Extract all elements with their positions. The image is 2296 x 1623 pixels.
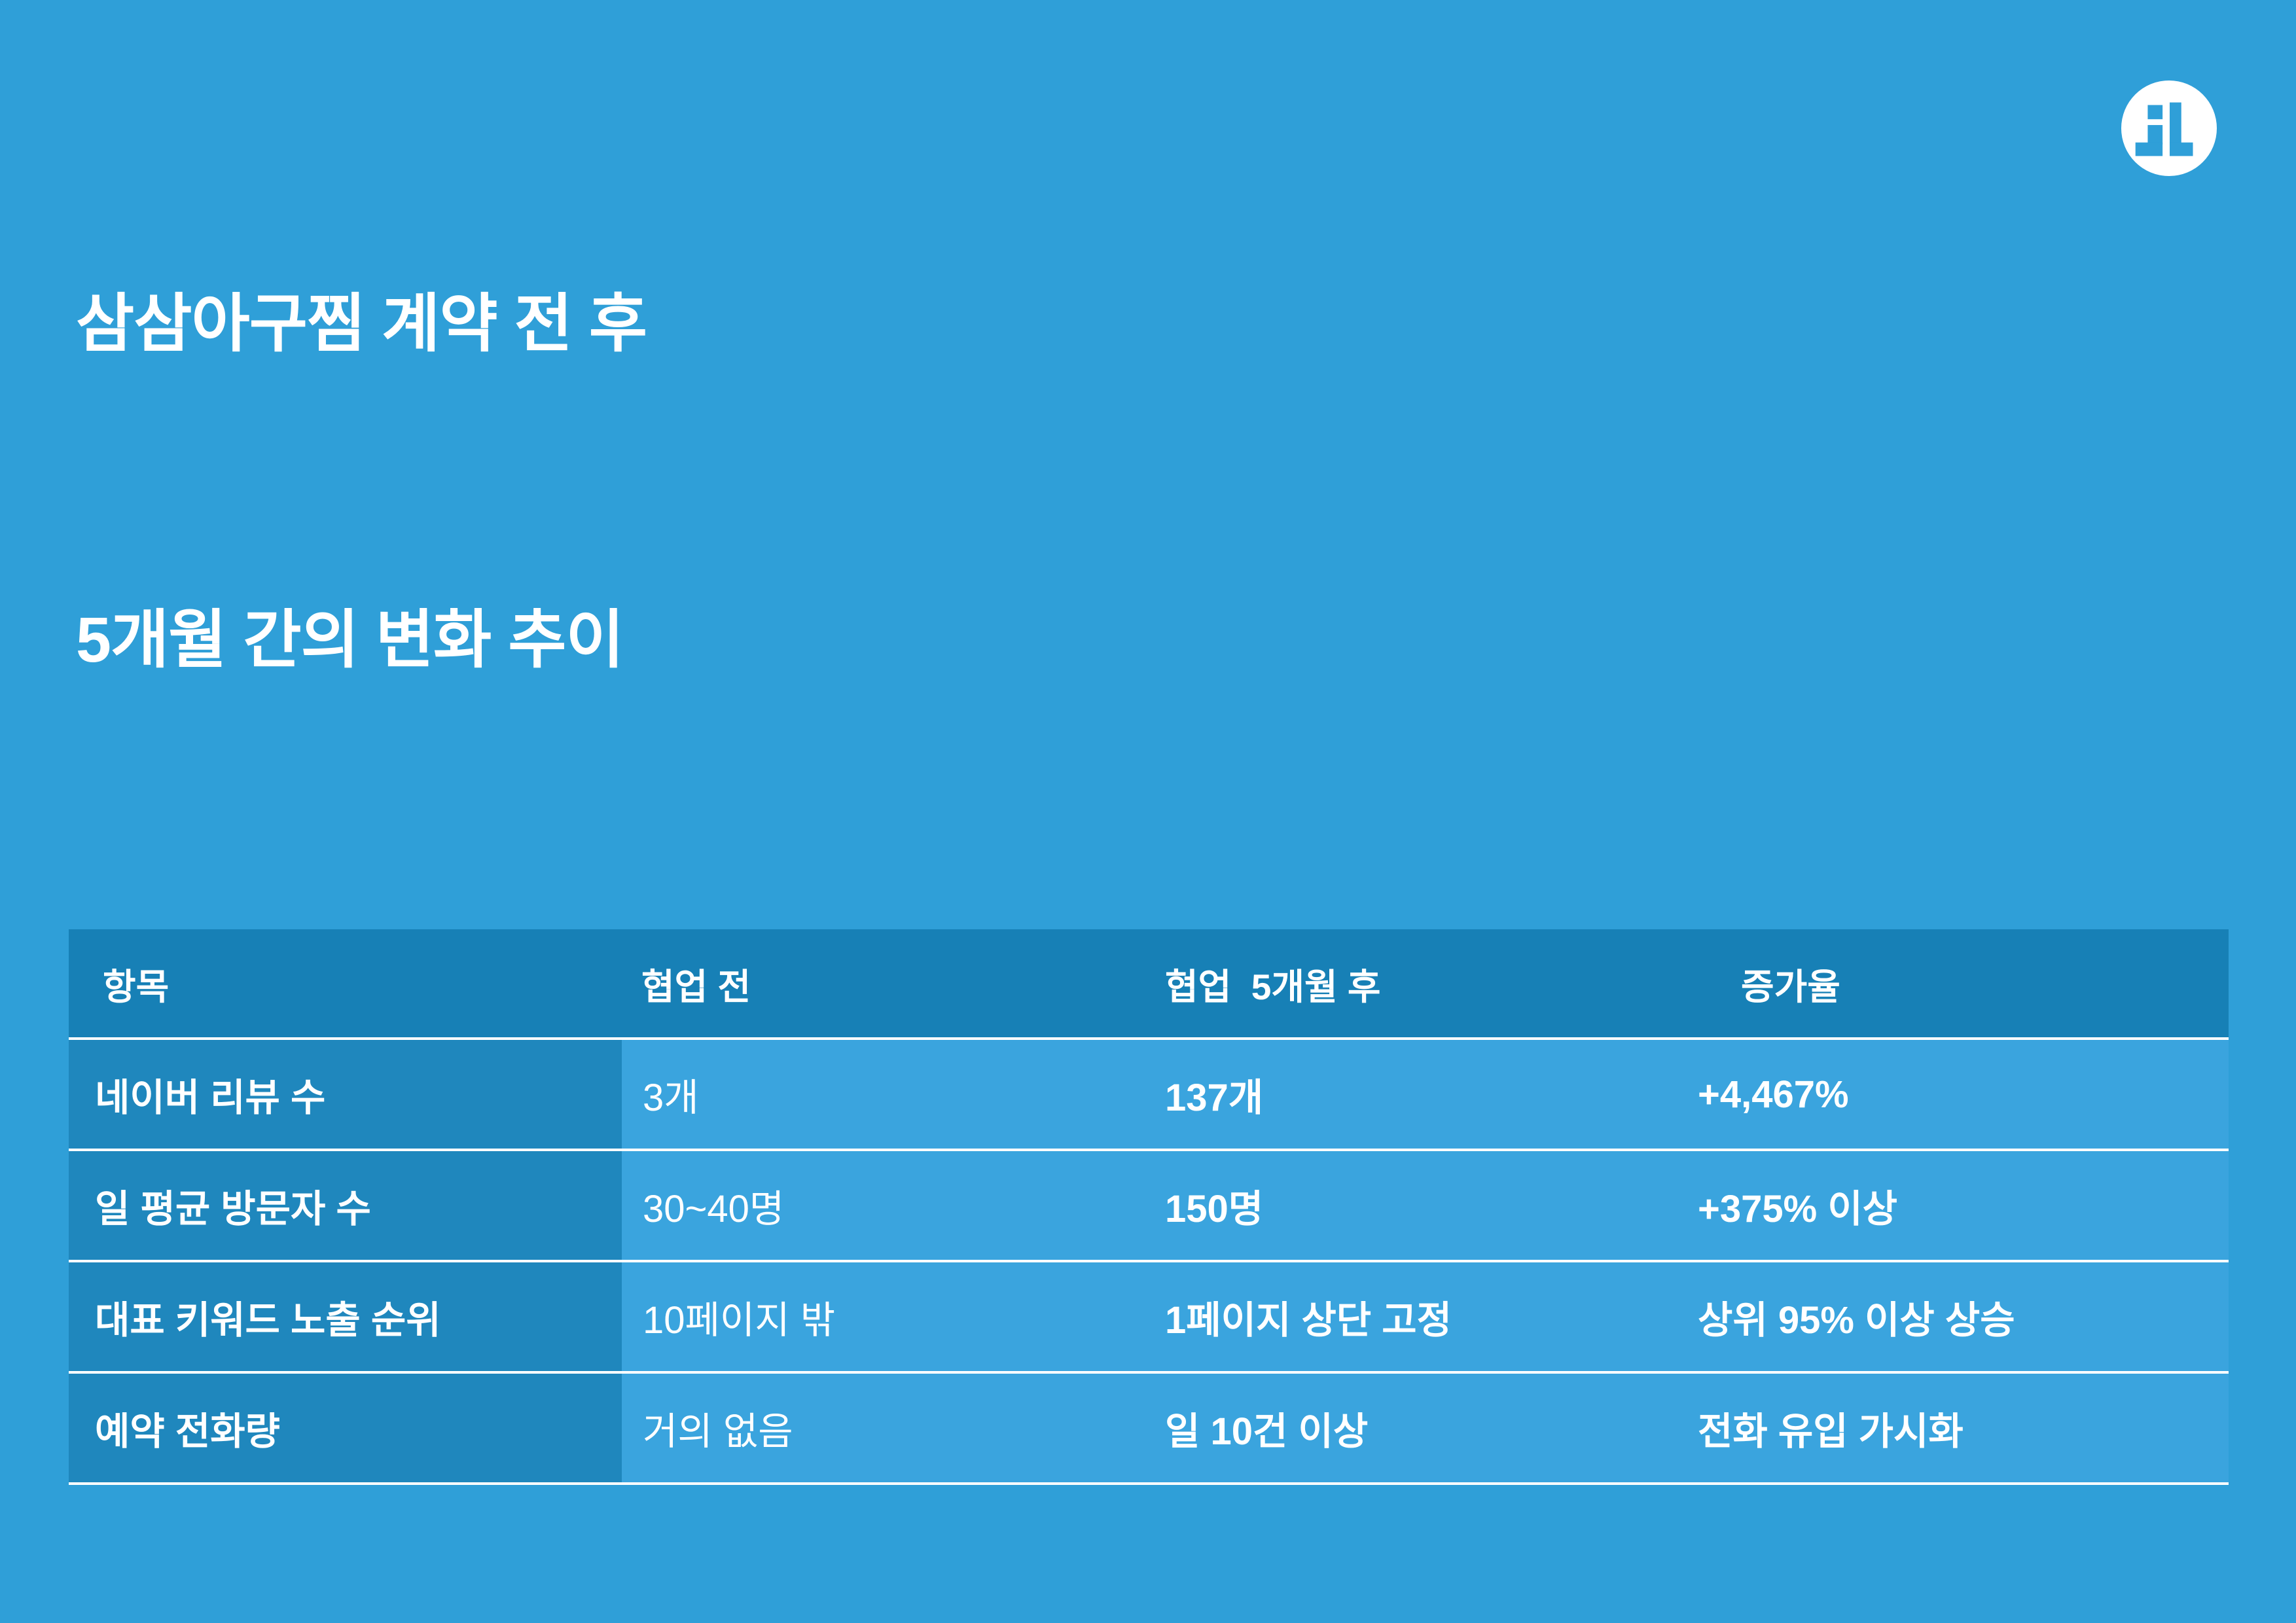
row-label-cell: 일 평균 방문자 수	[69, 1151, 622, 1260]
before-value-cell: 30~40명	[622, 1151, 1132, 1260]
after-value-cell: 일 10건 이상	[1132, 1374, 1676, 1482]
table-row: 네이버 리뷰 수 3개 137개 +4,467%	[69, 1040, 2229, 1149]
row-label-cell: 예약 전화량	[69, 1374, 622, 1482]
comparison-table: 항목 협업 전 협업 5개월 후 증가율 네이버 리뷰 수 3개 137개 +4…	[69, 929, 2229, 1485]
table-row: 대표 키워드 노출 순위 10페이지 밖 1페이지 상단 고정 상위 95% 이…	[69, 1262, 2229, 1371]
growth-value-cell: 상위 95% 이상 상승	[1676, 1262, 2229, 1371]
header-before: 협업 전	[622, 929, 1132, 1037]
after-value-cell: 150명	[1132, 1151, 1676, 1260]
table-row: 일 평균 방문자 수 30~40명 150명 +375% 이상	[69, 1151, 2229, 1260]
growth-value-cell: +375% 이상	[1676, 1151, 2229, 1260]
row-label-cell: 대표 키워드 노출 순위	[69, 1262, 622, 1371]
header-growth: 증가율	[1676, 929, 2229, 1037]
table-header-row: 항목 협업 전 협업 5개월 후 증가율	[69, 929, 2229, 1037]
page-title: 삼삼아구찜 계약 전 후 5개월 간의 변화 추이	[76, 60, 647, 903]
before-value-cell: 3개	[622, 1040, 1132, 1149]
header-after: 협업 5개월 후	[1132, 929, 1676, 1037]
after-value-cell: 1페이지 상단 고정	[1132, 1262, 1676, 1371]
before-value-cell: 10페이지 밖	[622, 1262, 1132, 1371]
growth-value-cell: 전화 유입 가시화	[1676, 1374, 2229, 1482]
before-value-cell: 거의 없음	[622, 1374, 1132, 1482]
table-row: 예약 전화량 거의 없음 일 10건 이상 전화 유입 가시화	[69, 1374, 2229, 1482]
page-title-line2: 5개월 간의 변화 추이	[76, 604, 624, 675]
header-item: 항목	[69, 929, 622, 1037]
after-value-cell: 137개	[1132, 1040, 1676, 1149]
brand-logo-icon	[2121, 80, 2217, 177]
growth-value-cell: +4,467%	[1676, 1040, 2229, 1149]
page-title-line1: 삼삼아구찜 계약 전 후	[76, 288, 647, 359]
row-label-cell: 네이버 리뷰 수	[69, 1040, 622, 1149]
